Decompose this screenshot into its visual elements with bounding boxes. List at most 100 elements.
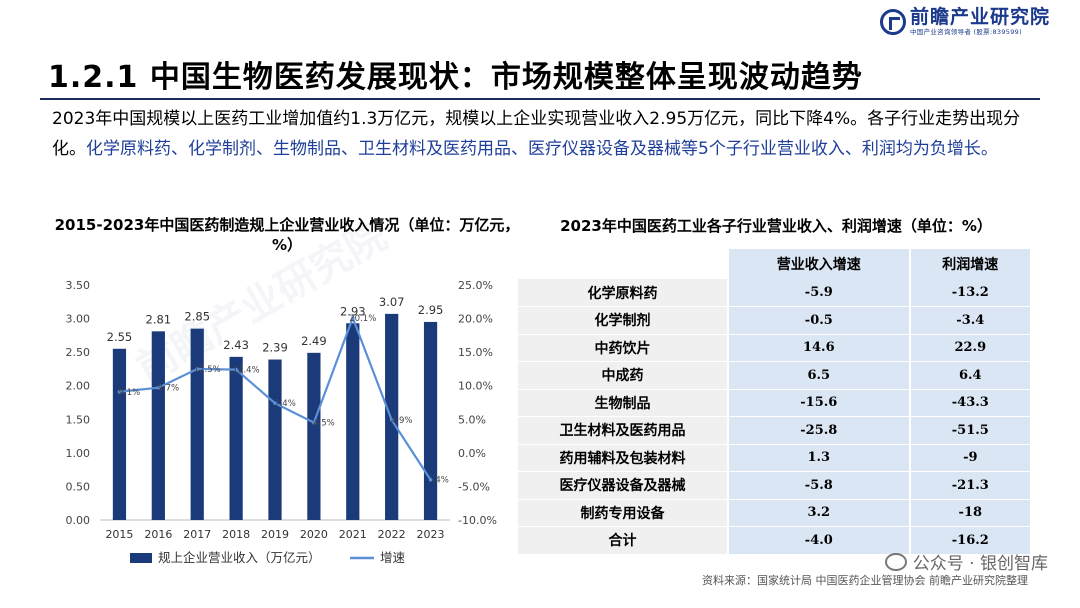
x-axis-tick-label: 2015 — [105, 528, 133, 541]
growth-point — [428, 477, 433, 482]
bar-value-label: 2.39 — [262, 341, 288, 355]
left-axis-tick-label: 0.50 — [66, 480, 91, 493]
bar-value-label: 2.43 — [223, 338, 249, 352]
revenue-bar — [346, 323, 360, 520]
revenue-bar — [307, 352, 321, 520]
right-table-title: 2023年中国医药工业各子行业营业收入、利润增速（单位：%） — [560, 217, 992, 235]
bar-value-label: 2.95 — [418, 303, 444, 317]
page-title: 1.2.1 中国生物医药发展现状：市场规模整体呈现波动趋势 — [48, 60, 863, 95]
row-name: 合计 — [518, 526, 728, 555]
revenue-bar — [268, 359, 282, 520]
bar-value-label: 2.93 — [340, 304, 366, 318]
row-revenue: -5.8 — [727, 471, 910, 500]
revenue-bar — [190, 328, 204, 520]
row-profit: -21.3 — [908, 471, 1030, 500]
wechat-label: 公众号 · 银创智库 — [912, 554, 1048, 574]
right-axis-tick-label: 10.0% — [458, 380, 493, 393]
table-row: 生物制品 -15.6 -43.3 — [518, 389, 1030, 417]
row-revenue: -4.0 — [727, 526, 910, 555]
row-revenue: -0.5 — [727, 306, 910, 335]
growth-value-label: 4.9% — [391, 416, 413, 426]
growth-point — [117, 389, 122, 394]
table-header-row: 营业收入增速 利润增速 — [518, 249, 1030, 279]
right-axis-tick-label: 20.0% — [458, 313, 493, 326]
row-revenue: -25.8 — [727, 416, 910, 445]
growth-value-label: 12.4% — [233, 366, 260, 376]
intro-highlight: 化学原料药、化学制剂、生物制品、卫生材料及医药用品、医疗仪器设备及器械等5个子行… — [86, 139, 998, 159]
growth-point — [312, 420, 316, 425]
right-axis-tick-label: 5.0% — [458, 413, 486, 426]
intro-plain: 2023年中国规模以上医药工业增加值约1.3万亿元，规模以上企业实现营业收入2.… — [52, 109, 1021, 159]
left-axis-tick-label: 3.50 — [66, 279, 91, 292]
left-axis-tick-label: 1.50 — [66, 413, 91, 426]
row-name: 生物制品 — [518, 389, 728, 417]
row-profit: -43.3 — [908, 389, 1030, 417]
row-name: 药用辅料及包装材料 — [518, 444, 728, 472]
row-name: 制药专用设备 — [518, 499, 728, 527]
x-axis-tick-label: 2021 — [339, 528, 367, 541]
right-axis-tick-label: 15.0% — [458, 346, 493, 359]
bar-value-label: 2.49 — [301, 334, 327, 348]
right-axis-tick-label: -5.0% — [458, 480, 490, 493]
row-revenue: 1.3 — [727, 444, 910, 472]
row-name: 医疗仪器设备及器械 — [518, 471, 728, 500]
wechat-account: 公众号 · 银创智库 — [884, 549, 1048, 574]
growth-value-label: 9.1% — [119, 388, 141, 398]
growth-value-label: 12.5% — [194, 365, 221, 375]
left-axis-tick-label: 1.00 — [66, 447, 91, 460]
legend-bar-swatch — [130, 553, 152, 563]
row-name: 中药饮片 — [518, 334, 728, 362]
left-axis-tick-label: 0.00 — [66, 514, 91, 527]
revenue-bar — [112, 348, 127, 520]
row-revenue: -15.6 — [727, 389, 910, 417]
table-row: 化学原料药 -5.9 -13.2 — [518, 279, 1030, 307]
row-profit: -9 — [908, 444, 1030, 472]
row-revenue: 3.2 — [727, 499, 910, 527]
row-profit: -3.4 — [908, 306, 1030, 335]
intro-paragraph: 2023年中国规模以上医药工业增加值约1.3万亿元，规模以上企业实现营业收入2.… — [52, 104, 1042, 164]
x-axis-tick-label: 2020 — [300, 528, 328, 541]
source-note: 资料来源：国家统计局 中国医药企业管理协会 前瞻产业研究院整理 — [702, 574, 1028, 587]
logo-mark-icon — [879, 8, 906, 35]
table-row: 中成药 6.5 6.4 — [518, 361, 1030, 390]
table-row: 药用辅料及包装材料 1.3 -9 — [518, 444, 1030, 472]
title-divider — [40, 98, 1040, 100]
right-axis-tick-label: 0.0% — [458, 447, 486, 460]
subsector-growth-table: 营业收入增速 利润增速 化学原料药 -5.9 -13.2 化学制剂 -0.5 -3.4 … — [518, 249, 1030, 555]
growth-point — [273, 401, 277, 405]
bar-value-label: 2.85 — [184, 310, 210, 324]
bar-value-label: 2.55 — [107, 330, 133, 344]
bar-value-label: 3.07 — [379, 295, 405, 309]
revenue-bar — [229, 356, 243, 520]
row-revenue: 6.5 — [727, 361, 910, 390]
left-chart-title: 2015-2023年中国医药制造规上企业营业收入情况（单位：万亿元，%） — [54, 216, 520, 254]
table-row: 医疗仪器设备及器械 -5.8 -21.3 — [518, 471, 1030, 500]
revenue-growth-chart: 0.00 0.50 1.00 1.50 2.00 2.50 3.00 3.50 -10.0% -5… — [66, 279, 497, 565]
row-profit: -18 — [908, 499, 1030, 527]
revenue-bar — [151, 331, 165, 520]
x-axis-tick-label: 2019 — [261, 528, 289, 541]
growth-point — [234, 367, 238, 372]
table-row: 中药饮片 14.6 22.9 — [518, 334, 1030, 362]
row-profit: -51.5 — [908, 416, 1030, 445]
bar-value-label: 2.81 — [146, 312, 172, 326]
row-profit: -13.2 — [908, 279, 1030, 307]
growth-value-label: 20.1% — [349, 314, 376, 324]
row-name: 中成药 — [518, 361, 728, 390]
logo-subtitle: 中国产业咨询领导者 (股票:839599) — [909, 28, 1022, 36]
table-row: 合计 -4.0 -16.2 — [518, 526, 1030, 555]
row-name: 化学原料药 — [518, 279, 728, 307]
table-row: 化学制剂 -0.5 -3.4 — [518, 306, 1030, 335]
revenue-bar — [423, 321, 438, 520]
growth-point — [195, 367, 200, 371]
x-axis-tick-label: 2016 — [144, 528, 172, 541]
growth-point — [350, 316, 355, 320]
table-row: 卫生材料及医药用品 -25.8 -51.5 — [518, 416, 1030, 445]
row-profit: 22.9 — [908, 334, 1030, 362]
table-header-revenue: 营业收入增速 — [727, 249, 910, 279]
x-axis-tick-label: 2023 — [417, 528, 445, 541]
growth-value-label: 9.7% — [158, 384, 180, 394]
table-header-profit: 利润增速 — [908, 249, 1030, 279]
row-name: 化学制剂 — [518, 306, 728, 335]
company-logo: 前瞻产业研究院 中国产业咨询领导者 (股票:839599) — [879, 8, 1050, 36]
